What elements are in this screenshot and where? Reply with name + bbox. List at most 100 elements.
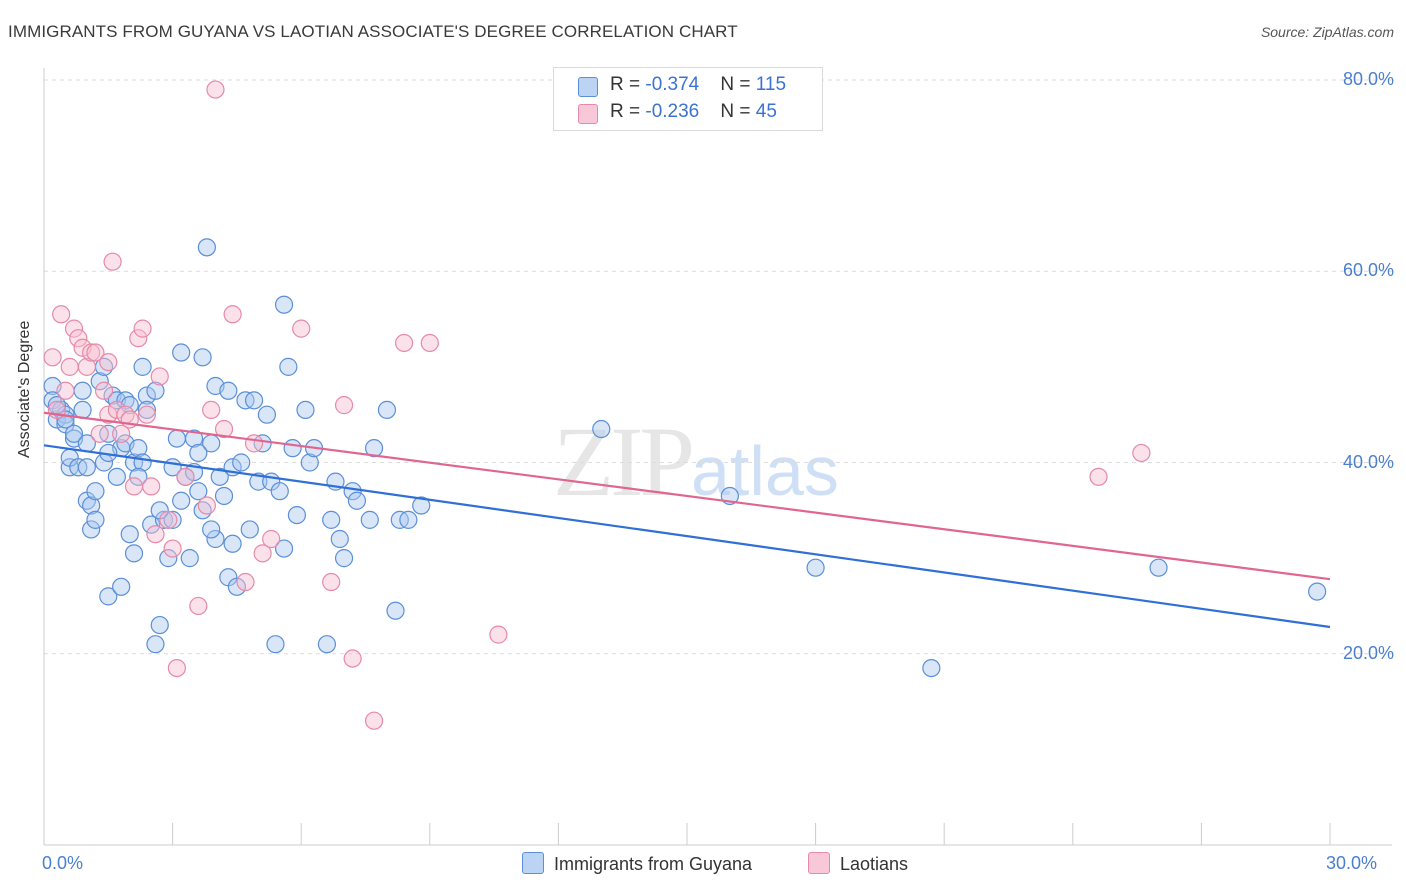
legend-swatch-laotians: [808, 852, 830, 874]
guyana-point: [189, 443, 208, 463]
laotian-point: [236, 572, 255, 592]
guyana-point: [137, 386, 156, 405]
guyana-point: [334, 549, 354, 568]
laotian-point: [394, 333, 414, 353]
guyana-point: [73, 400, 92, 420]
legend-swatch-guyana: [522, 852, 544, 874]
guyana-point: [806, 558, 825, 577]
laotian-point: [262, 529, 281, 549]
laotian-point: [60, 357, 79, 376]
guyana-point: [287, 505, 307, 525]
laotian-point: [69, 329, 88, 348]
laotian-point: [64, 319, 84, 338]
guyana-point: [184, 429, 204, 448]
legend-swatch-guyana: [578, 77, 598, 97]
x-tick-label-max: 30.0%: [1326, 853, 1378, 873]
guyana-point: [270, 482, 289, 501]
laotian-point: [489, 625, 508, 644]
guyana-point: [296, 400, 315, 420]
guyana-point: [82, 496, 101, 515]
guyana-point: [922, 658, 941, 678]
guyana-point: [274, 539, 294, 558]
guyana-point: [232, 453, 251, 472]
guyana-point: [274, 295, 294, 314]
laotian-point: [163, 539, 182, 558]
laotian-point: [86, 343, 105, 362]
guyana-point: [99, 587, 118, 606]
guyana-point: [73, 381, 92, 400]
guyana-point: [279, 357, 298, 376]
guyana-point: [377, 400, 397, 420]
legend-item-guyana: Immigrants from Guyana: [522, 852, 752, 875]
laotian-trend-line: [43, 411, 1331, 581]
guyana-point: [86, 482, 105, 501]
guyana-point: [133, 357, 152, 376]
guyana-point: [197, 238, 216, 257]
guyana-point: [364, 439, 384, 458]
legend-label-laotians: Laotians: [840, 854, 909, 874]
laotian-point: [176, 467, 195, 486]
guyana-point: [244, 391, 264, 410]
laotian-point: [142, 477, 161, 496]
guyana-point: [322, 510, 341, 529]
laotian-point: [343, 649, 362, 668]
guyana-point: [223, 534, 242, 553]
laotian-point: [189, 596, 208, 616]
watermark-zip: ZIP: [553, 406, 695, 517]
laotian-point: [167, 658, 186, 678]
laotian-point: [52, 305, 71, 324]
legend-label-guyana: Immigrants from Guyana: [554, 854, 753, 874]
guyana-point: [360, 510, 379, 529]
guyana-point: [266, 635, 285, 654]
y-tick-label: 20.0%: [1342, 642, 1394, 663]
guyana-point: [120, 525, 139, 544]
guyana-point: [172, 491, 191, 510]
laotian-point: [364, 711, 384, 730]
guyana-point: [107, 467, 126, 486]
y-tick-label: 40.0%: [1342, 451, 1394, 472]
laotian-point: [1132, 443, 1151, 463]
laotian-point: [197, 496, 216, 515]
laotian-point: [292, 319, 311, 338]
guyana-point: [240, 520, 259, 539]
laotian-point: [112, 424, 131, 443]
laotian-point: [244, 434, 264, 453]
correlation-legend: R = -0.374 N = 115 R = -0.236 N = 45: [553, 67, 823, 131]
watermark-atlas: atlas: [691, 432, 839, 510]
laotian-point: [99, 352, 118, 372]
guyana-point: [249, 472, 268, 491]
legend-r-value: -0.374: [645, 74, 700, 95]
laotian-point: [146, 525, 165, 544]
guyana-point: [257, 405, 277, 424]
watermark: ZIPatlas: [553, 404, 839, 519]
guyana-point: [189, 482, 208, 501]
laotian-point: [150, 367, 169, 386]
laotian-point: [322, 572, 341, 592]
laotian-point: [420, 333, 439, 353]
guyana-point: [347, 491, 367, 510]
laotian-point: [103, 252, 122, 271]
guyana-point: [193, 348, 212, 367]
laotian-point: [202, 400, 221, 420]
laotian-point: [214, 419, 234, 439]
guyana-point: [386, 601, 405, 620]
guyana-point: [146, 635, 165, 654]
laotian-point: [107, 400, 126, 420]
laotian-point: [124, 477, 144, 496]
laotian-point: [133, 319, 152, 338]
legend-n-label: N =: [720, 74, 756, 95]
guyana-point: [129, 439, 148, 458]
guyana-point: [163, 510, 182, 529]
laotian-point: [223, 305, 242, 324]
laotian-point: [129, 329, 148, 348]
laotian-point: [1089, 467, 1108, 486]
guyana-point: [412, 496, 431, 515]
guyana-point: [167, 429, 186, 448]
chart-title: IMMIGRANTS FROM GUYANA VS LAOTIAN ASSOCI…: [8, 22, 738, 41]
guyana-point: [283, 439, 302, 458]
guyana-point: [317, 635, 337, 654]
guyana-point: [210, 467, 229, 486]
guyana-point: [1308, 582, 1327, 601]
legend-swatch-laotians: [578, 104, 598, 124]
